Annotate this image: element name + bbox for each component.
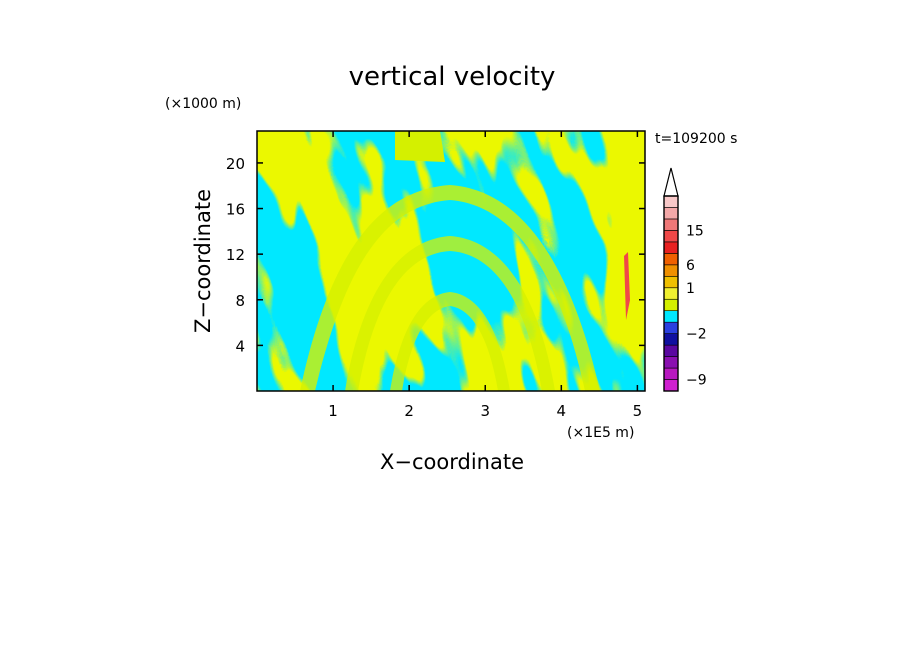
y-tick-label: 8 — [235, 292, 245, 310]
plot-area — [257, 131, 645, 391]
time-label: t=109200 s — [655, 131, 737, 147]
x-unit-label: (×1E5 m) — [567, 425, 634, 441]
colorbar-segment — [663, 367, 679, 380]
colorbar-label: −2 — [686, 327, 707, 343]
positive-field — [257, 131, 645, 391]
arc-band — [300, 185, 600, 391]
colorbar-segment — [663, 356, 679, 369]
colorbar-label: 6 — [686, 258, 695, 274]
colorbar-segment — [663, 333, 679, 346]
x-tick-label: 2 — [404, 402, 414, 420]
y-tick-label: 4 — [235, 337, 245, 355]
arc-band — [390, 292, 510, 391]
colorbar-segment — [663, 195, 679, 208]
y-unit-label: (×1000 m) — [165, 96, 241, 112]
y-tick-label: 16 — [226, 201, 245, 219]
colorbar-extend-arrow — [663, 167, 679, 197]
colorbar-segment — [663, 230, 679, 243]
colorbar: −9 −2 1 6 15 — [663, 167, 707, 392]
colorbar-segment — [663, 344, 679, 357]
colorbar-segment — [663, 310, 679, 323]
colorbar-segment — [663, 241, 679, 254]
colorbar-label: 15 — [686, 223, 704, 239]
x-axis-title: X−coordinate — [380, 450, 524, 474]
plot-frame — [256, 130, 646, 392]
x-tick-label: 4 — [557, 402, 567, 420]
colorbar-segment — [663, 379, 679, 392]
colorbar-segment — [663, 321, 679, 334]
strong-updraft — [624, 252, 630, 320]
colorbar-segment — [663, 218, 679, 231]
y-axis-title: Z−coordinate — [191, 189, 215, 333]
colorbar-frame — [663, 195, 679, 392]
y-axis: 4 8 12 16 20 — [226, 155, 645, 355]
colorbar-segment — [663, 264, 679, 277]
colorbar-segment — [663, 298, 679, 312]
x-axis: 1 2 3 4 5 — [328, 131, 642, 420]
chart-title: vertical velocity — [349, 62, 556, 92]
colorbar-segment — [663, 287, 679, 300]
colorbar-label: 1 — [686, 281, 695, 297]
colorbar-segment — [663, 253, 679, 266]
x-tick-label: 3 — [480, 402, 490, 420]
y-tick-label: 20 — [226, 155, 245, 173]
top-band — [395, 131, 445, 162]
y-tick-label: 12 — [226, 246, 245, 264]
colorbar-segment — [663, 275, 679, 289]
colorbar-label: −9 — [686, 373, 707, 389]
x-tick-label: 1 — [328, 402, 338, 420]
x-tick-label: 5 — [633, 402, 643, 420]
colorbar-segment — [663, 207, 679, 220]
arc-band — [345, 236, 555, 391]
